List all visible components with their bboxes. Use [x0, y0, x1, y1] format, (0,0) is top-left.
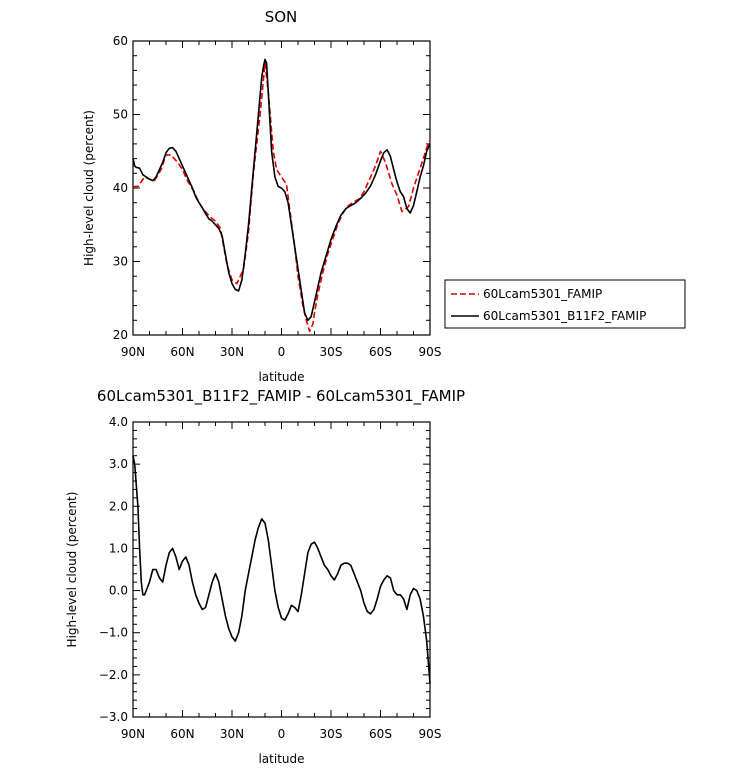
legend-label: 60Lcam5301_B11F2_FAMIP	[483, 309, 646, 323]
y-tick-label: 20	[113, 328, 128, 342]
y-tick-label: 2.0	[109, 499, 128, 513]
y-tick-label: 60	[113, 34, 128, 48]
y-tick-label: 50	[113, 108, 128, 122]
x-tick-label: 0	[278, 727, 286, 741]
x-tick-label: 60S	[369, 345, 392, 359]
y-tick-label: 4.0	[109, 415, 128, 429]
y-tick-label: −1.0	[99, 626, 128, 640]
y-tick-label: −3.0	[99, 710, 128, 724]
series-line-0	[132, 455, 431, 684]
series-line-0	[133, 62, 431, 333]
series-line-1	[132, 58, 431, 322]
y-axis-label: High-level cloud (percent)	[65, 492, 79, 648]
x-axis-label: latitude	[258, 370, 304, 384]
x-tick-label: 90N	[121, 727, 145, 741]
x-tick-label: 30S	[320, 345, 343, 359]
y-axis-label: High-level cloud (percent)	[82, 110, 96, 266]
x-tick-label: 30N	[220, 345, 244, 359]
x-tick-label: 60N	[170, 345, 194, 359]
chart-panel-top: SON 20 30 40 50 60 90N 60N 30N 0 30S 60S 90S latitude…	[82, 8, 686, 384]
y-tick-label: 0.0	[109, 584, 128, 598]
x-tick-label: 90N	[121, 345, 145, 359]
x-axis-label: latitude	[258, 752, 304, 766]
x-tick-label: 60N	[170, 727, 194, 741]
x-tick-label: 90S	[419, 727, 442, 741]
legend-box	[444, 279, 686, 329]
x-tick-label: 0	[278, 345, 286, 359]
x-tick-label: 60S	[369, 727, 392, 741]
chart-title: 60Lcam5301_B11F2_FAMIP - 60Lcam5301_FAMI…	[97, 387, 465, 406]
plot-frame	[132, 421, 431, 718]
y-tick-label: 40	[113, 181, 128, 195]
y-tick-label: −2.0	[99, 668, 128, 682]
legend-label: 60Lcam5301_FAMIP	[483, 287, 602, 301]
y-tick-label: 1.0	[109, 541, 128, 555]
x-tick-label: 30N	[220, 727, 244, 741]
chart-title: SON	[265, 8, 298, 26]
x-tick-label: 90S	[419, 345, 442, 359]
y-tick-label: 30	[113, 255, 128, 269]
y-tick-label: 3.0	[109, 457, 128, 471]
chart-panel-bottom: 60Lcam5301_B11F2_FAMIP - 60Lcam5301_FAMI…	[65, 387, 465, 766]
x-tick-label: 30S	[320, 727, 343, 741]
